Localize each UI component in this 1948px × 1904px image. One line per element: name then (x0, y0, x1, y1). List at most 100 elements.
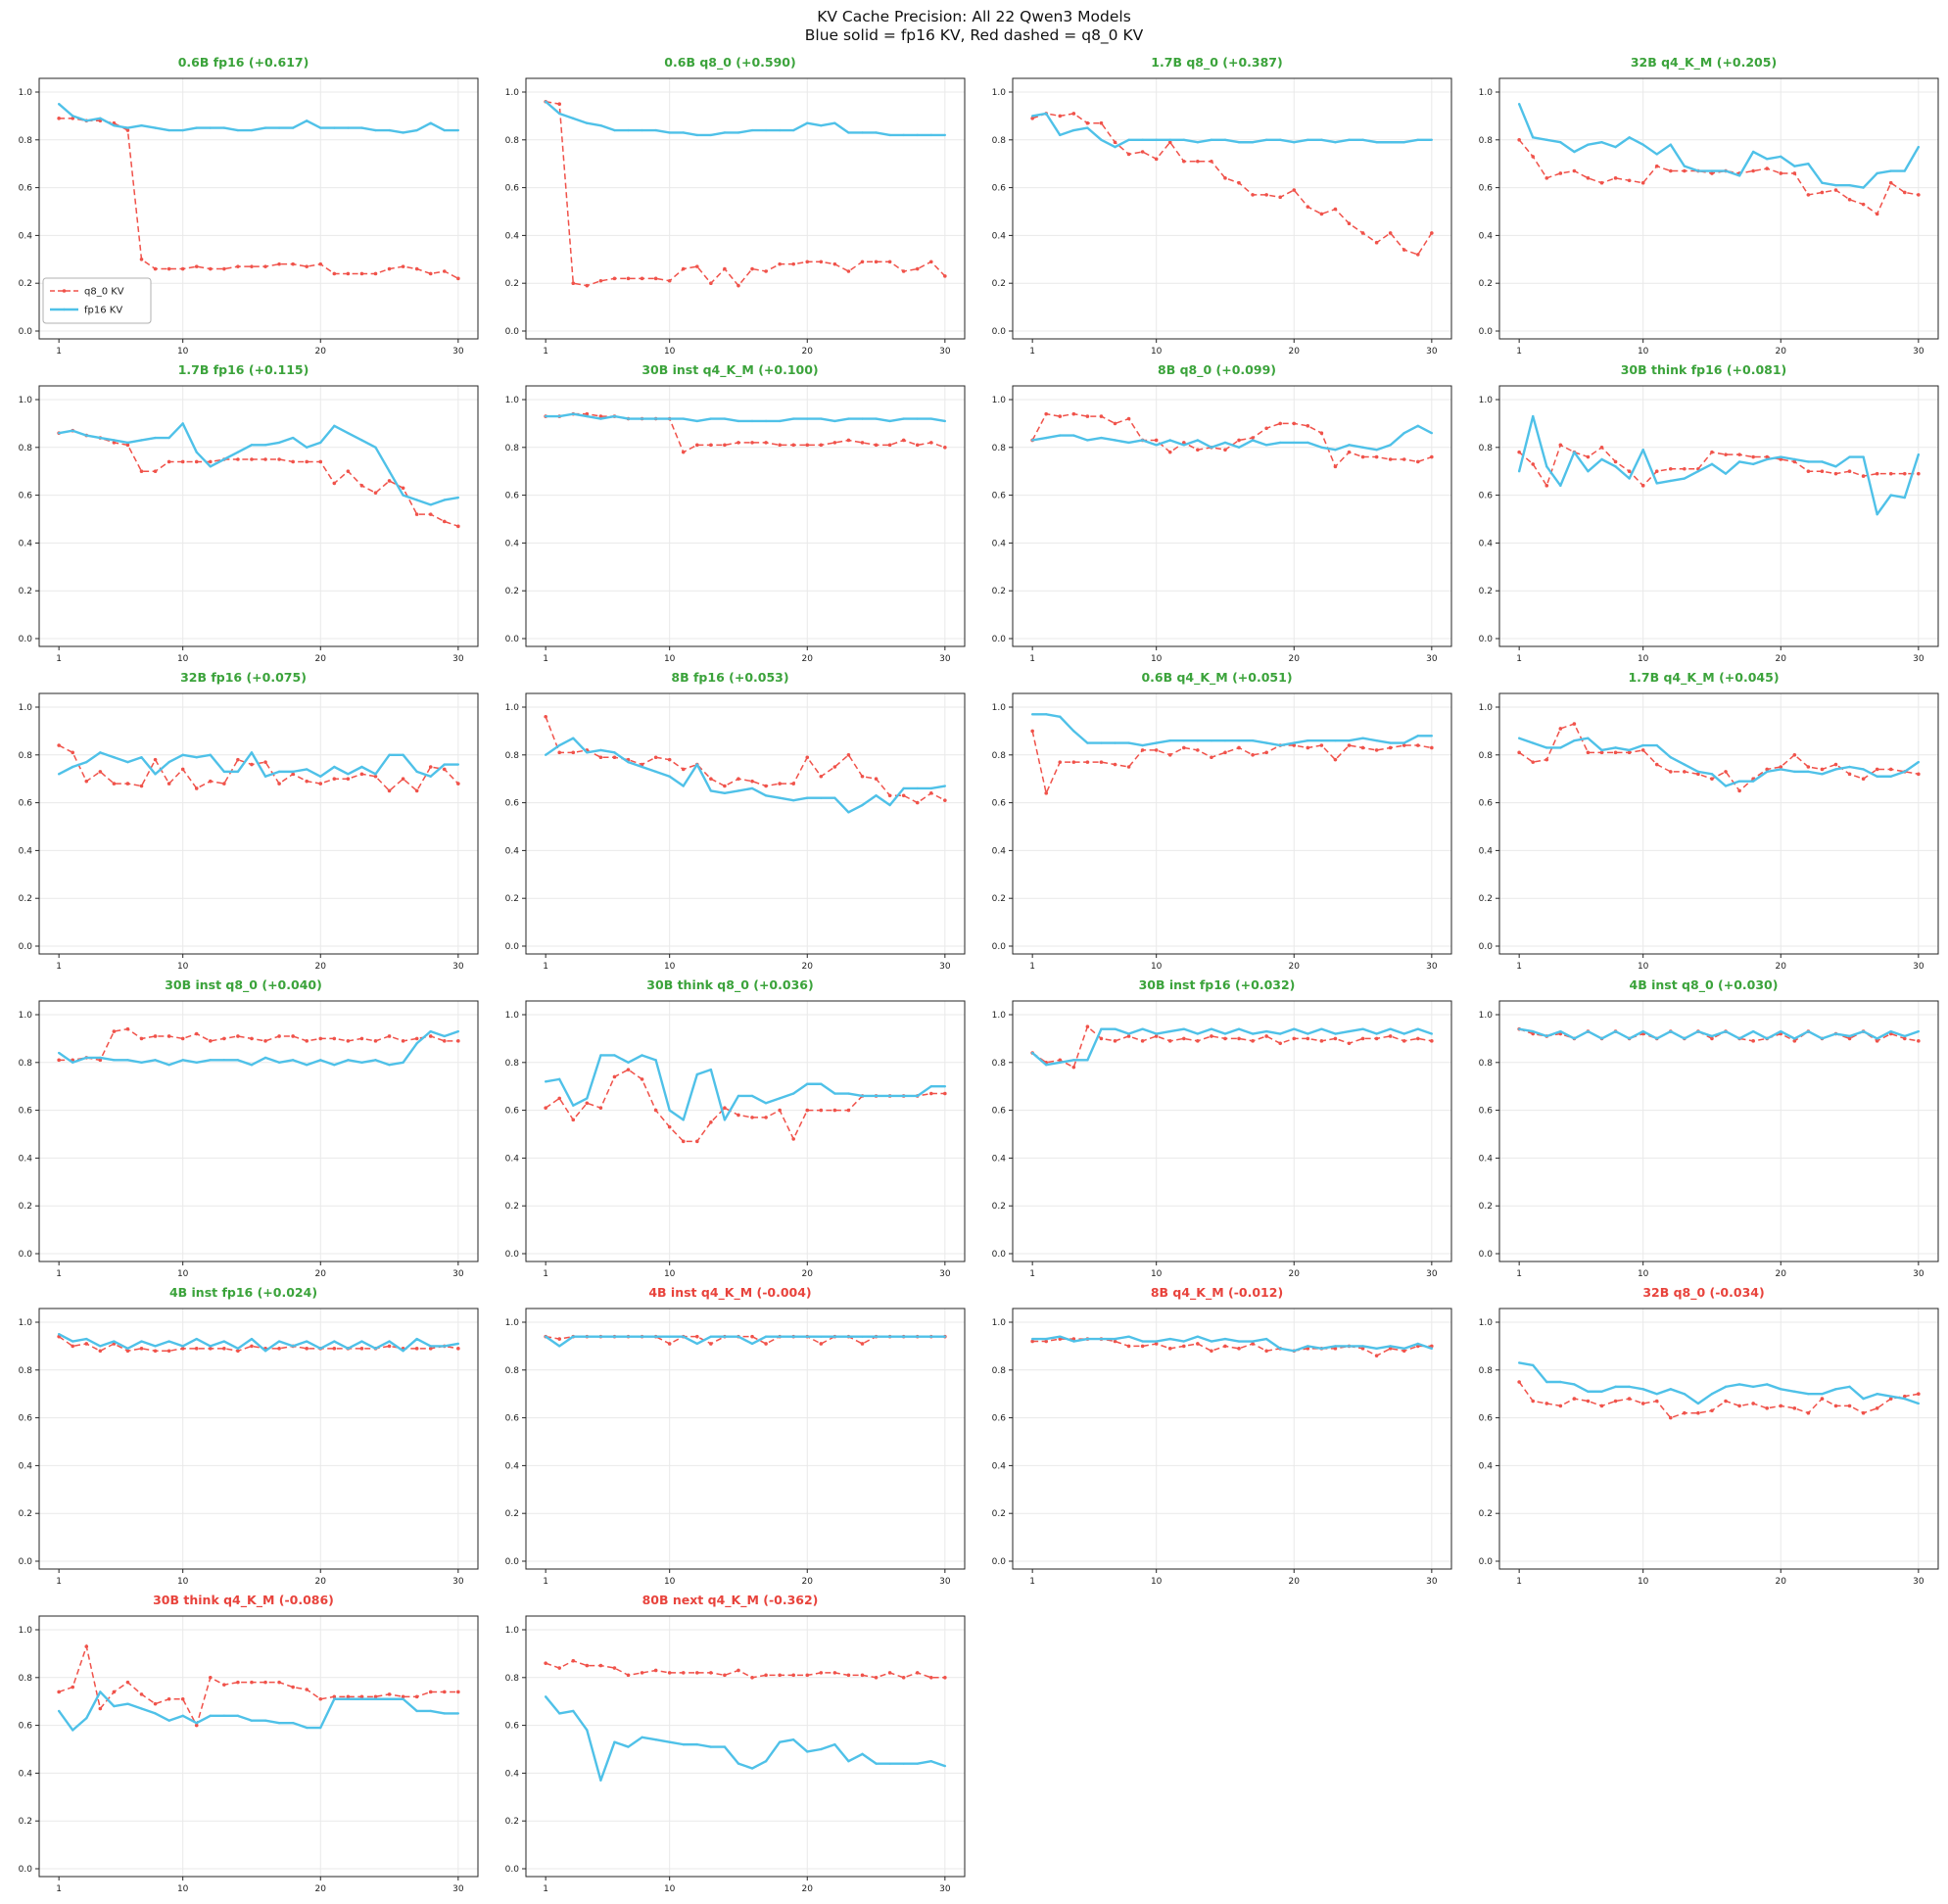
q8-marker (1071, 760, 1075, 764)
fp16-marker (456, 1342, 459, 1346)
fp16-marker (709, 417, 712, 420)
q8-marker (317, 782, 322, 785)
q8-marker (736, 1113, 740, 1118)
q8-line (544, 716, 945, 804)
fp16-line (1517, 103, 1920, 189)
q8-marker (819, 443, 823, 448)
fp16-marker (1278, 1347, 1281, 1351)
fp16-marker (1113, 741, 1117, 744)
x-tick-label: 10 (663, 1577, 675, 1587)
fp16-marker (1779, 1029, 1782, 1033)
fp16-marker (373, 1347, 377, 1351)
q8-marker (1429, 745, 1434, 750)
fp16-marker (887, 419, 891, 423)
fp16-marker (736, 1094, 739, 1098)
fp16-marker (1347, 1345, 1351, 1348)
y-tick-label: 0.8 (1478, 136, 1493, 146)
y-tick-label: 1.0 (18, 1318, 32, 1328)
x-tick-label: 30 (1913, 347, 1924, 357)
q8-marker (1113, 1039, 1117, 1043)
q8-marker (1195, 748, 1200, 752)
q8-marker (1806, 469, 1810, 473)
q8-marker (98, 1706, 102, 1711)
fp16-marker (1710, 1393, 1713, 1396)
q8-marker (112, 441, 116, 445)
fp16-marker (1099, 1027, 1103, 1030)
fp16-marker (414, 1042, 418, 1045)
q8-marker (1057, 760, 1062, 764)
q8-marker (346, 1694, 350, 1699)
q8-marker (1250, 1039, 1255, 1043)
fp16-marker (1696, 470, 1699, 473)
q8-marker (180, 1347, 184, 1351)
fp16-marker (1889, 494, 1892, 497)
y-tick-label: 0.0 (504, 1865, 519, 1875)
y-tick-label: 0.6 (1478, 1107, 1493, 1117)
fp16-marker (1613, 1029, 1617, 1033)
fp16-marker (263, 444, 266, 447)
fp16-marker (1875, 512, 1878, 516)
q8-marker (125, 1026, 129, 1031)
q8-marker (249, 457, 254, 461)
fp16-marker (1360, 446, 1364, 449)
fp16-marker (456, 128, 459, 132)
axes-box (1012, 1308, 1451, 1570)
x-tick-label: 20 (314, 1269, 326, 1279)
q8-marker (401, 1694, 404, 1699)
subplot-5: 1.7B fp16 (+0.115) 0.0 0.2 0.4 0.6 0.8 1.0 1 10 2… (0, 360, 487, 668)
fp16-marker (929, 133, 932, 137)
q8-marker (1319, 431, 1323, 435)
q8-marker (1277, 421, 1282, 426)
subplot-canvas: 0.00.20.40.60.81.01 10 20 30 (504, 692, 965, 972)
fp16-marker (929, 1085, 932, 1088)
fp16-marker (1154, 444, 1158, 447)
fp16-marker (557, 1712, 560, 1715)
fp16-marker (598, 1054, 602, 1057)
fp16-marker (387, 1697, 391, 1700)
q8-marker (819, 1108, 823, 1113)
q8-marker (221, 1036, 226, 1041)
fp16-marker (125, 760, 129, 764)
subplot-canvas: 0.00.20.40.60.81.01 10 20 30 (504, 1615, 965, 1894)
y-tick-label: 0.6 (18, 1107, 32, 1117)
q8-marker (1723, 452, 1728, 456)
subplot-title: 1.7B fp16 (+0.115) (177, 362, 309, 377)
y-tick-label: 0.6 (1478, 1414, 1493, 1424)
q8-marker (694, 1671, 699, 1675)
subplot-10: 8B fp16 (+0.053) 0.0 0.2 0.4 0.6 0.8 1.0 1 10 20 3… (487, 668, 974, 976)
fp16-marker (1416, 735, 1419, 738)
q8-marker (819, 260, 823, 264)
q8-marker (763, 784, 768, 788)
subplot-11: 0.6B q4_K_M (+0.051) 0.0 0.2 0.4 0.6 0.8 1.0 1 1… (974, 668, 1460, 976)
q8-marker (1613, 750, 1617, 755)
x-tick-label: 1 (56, 1577, 62, 1587)
fp16-marker (736, 1762, 739, 1765)
q8-marker (860, 441, 864, 445)
q8-marker (915, 800, 920, 805)
x-tick-label: 10 (1150, 654, 1162, 664)
fp16-marker (1683, 477, 1686, 480)
fp16-marker (1223, 441, 1226, 445)
axes-box (525, 77, 965, 340)
q8-marker (585, 1101, 589, 1106)
fp16-marker (1627, 1385, 1631, 1389)
fp16-marker (709, 1745, 712, 1748)
q8-marker (942, 446, 947, 450)
y-tick-label: 1.0 (18, 88, 32, 98)
fp16-marker (860, 1094, 864, 1098)
q8-marker (1530, 1399, 1535, 1404)
fp16-marker (695, 133, 698, 137)
y-tick-label: 0.8 (18, 1366, 32, 1376)
fp16-marker (736, 419, 739, 423)
x-tick-label: 20 (314, 962, 326, 972)
q8-marker (1429, 1039, 1434, 1043)
fp16-marker (723, 417, 726, 420)
q8-marker (763, 1116, 768, 1119)
q8-marker (346, 1039, 350, 1043)
q8-marker (455, 1039, 460, 1043)
fp16-marker (1792, 457, 1796, 461)
q8-marker (598, 1663, 602, 1668)
fp16-marker (1861, 1397, 1865, 1401)
fp16-line (544, 100, 945, 137)
fp16-marker (125, 1059, 129, 1062)
